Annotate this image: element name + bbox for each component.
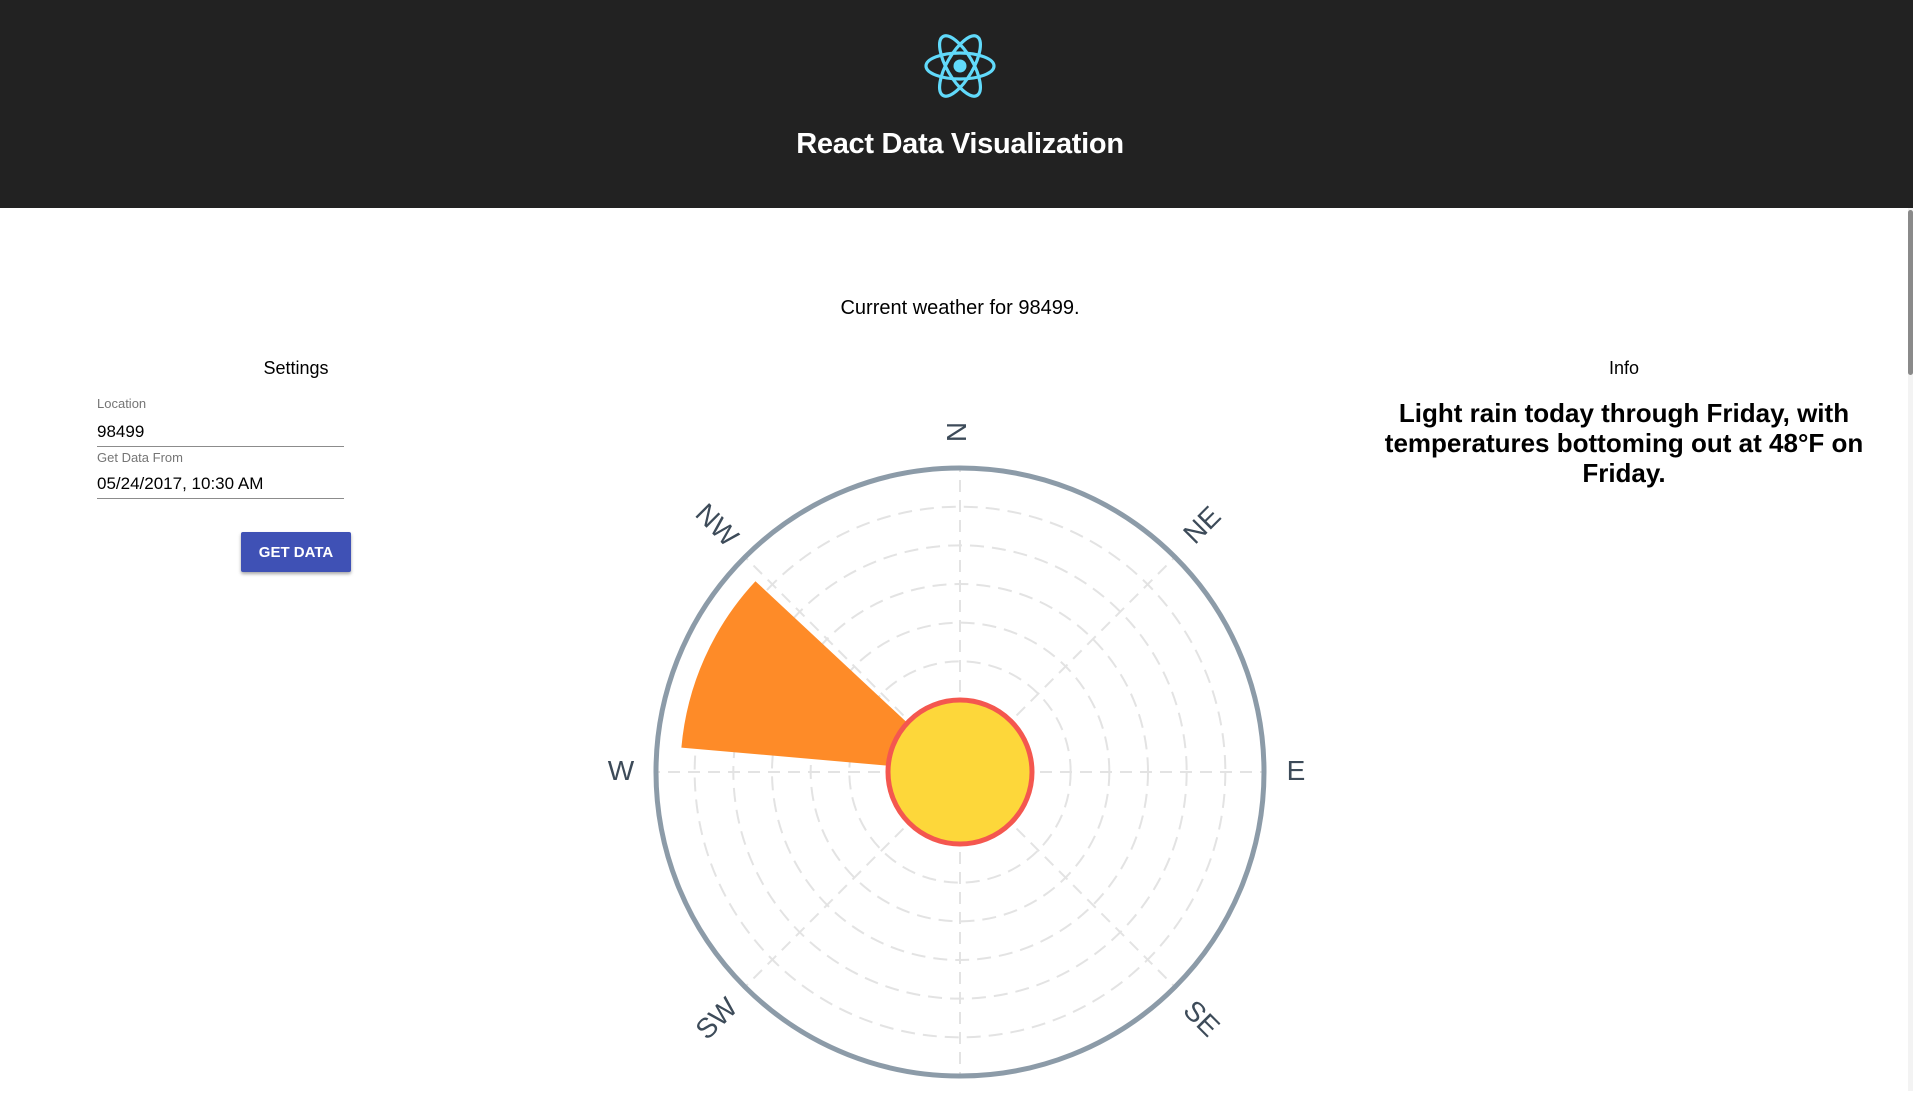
wind-direction-wedge (681, 581, 960, 772)
direction-label-n: N (941, 422, 972, 442)
react-atom-icon (924, 34, 996, 98)
direction-label-sw: SW (689, 991, 743, 1045)
location-label: Location (97, 396, 147, 411)
direction-label-nw: NW (690, 497, 745, 552)
direction-label-se: SE (1177, 994, 1225, 1042)
direction-label-w: W (608, 755, 635, 786)
get-data-button[interactable]: GET DATA (241, 532, 351, 572)
scrollbar-thumb[interactable] (1908, 210, 1913, 375)
wind-compass-chart: N NE E SE SW W NW (608, 422, 1306, 1079)
date-input[interactable] (97, 470, 344, 499)
date-label: Get Data From (97, 450, 183, 465)
scrollbar-track[interactable] (1908, 208, 1913, 1091)
direction-label-ne: NE (1177, 500, 1226, 549)
current-weather-heading: Current weather for 98499. (840, 297, 1080, 319)
compass-outer-ring (653, 465, 1267, 1079)
app-header: React Data Visualization (0, 0, 1913, 208)
info-summary: Light rain today through Friday, with te… (1384, 398, 1864, 488)
info-title: Info (1608, 358, 1640, 378)
weather-center-circle (885, 697, 1035, 847)
app-title: React Data Visualization (796, 128, 1124, 160)
direction-label-e: E (1287, 755, 1306, 786)
location-input[interactable] (97, 418, 344, 447)
settings-title: Settings (263, 358, 329, 378)
